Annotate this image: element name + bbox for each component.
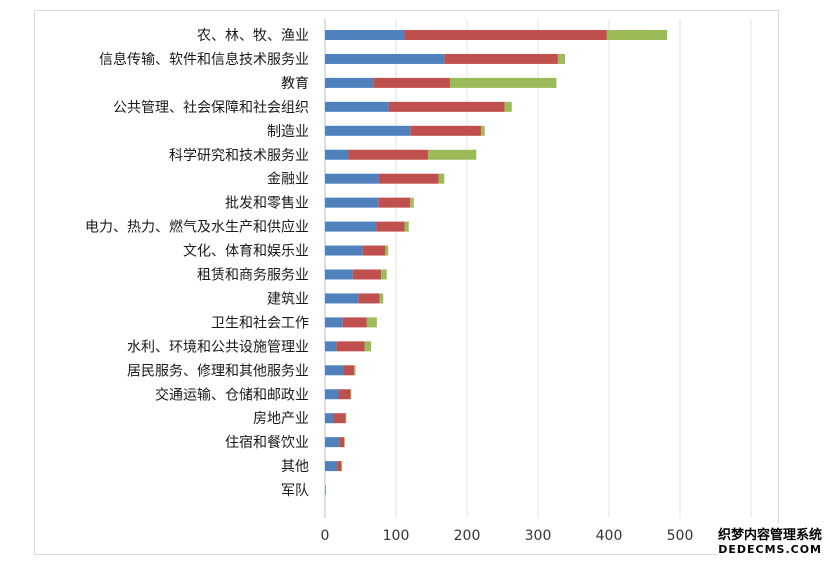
bar-layer [325, 30, 668, 496]
category-label: 居民服务、修理和其他服务业 [127, 363, 309, 379]
x-tick-label: 300 [525, 528, 552, 544]
category-label: 农、林、牧、渔业 [197, 28, 309, 44]
bar-series-3 [354, 365, 356, 376]
x-tick-label: 0 [321, 528, 330, 544]
bar-series-2 [343, 365, 355, 376]
bar-series-2 [342, 317, 367, 328]
bar-series-2 [444, 53, 558, 64]
bar-series-2 [358, 293, 380, 304]
bar-series-3 [449, 77, 557, 88]
bar-series-1 [325, 269, 353, 280]
category-label: 卫生和社会工作 [211, 315, 309, 331]
bar-series-3 [345, 413, 347, 424]
bar-series-1 [325, 365, 344, 376]
grid-layer [324, 19, 752, 518]
bar-series-1 [325, 77, 374, 88]
bar-series-3 [504, 101, 512, 112]
bar-series-1 [325, 317, 343, 328]
bar-series-3 [341, 461, 343, 472]
bar-series-1 [325, 293, 359, 304]
bar-series-2 [410, 125, 482, 136]
chart-svg: 农、林、牧、渔业信息传输、软件和信息技术服务业教育公共管理、社会保障和社会组织制… [85, 19, 765, 544]
bar-series-3 [557, 53, 565, 64]
watermark-line1: 织梦内容管理系统 [715, 524, 824, 543]
category-label: 交通运输、仓储和邮政业 [155, 386, 309, 403]
x-tick-label: 200 [454, 528, 481, 544]
category-label: 制造业 [267, 124, 309, 140]
bar-series-3 [404, 221, 409, 232]
x-tick-label: 100 [383, 528, 410, 544]
watermark-line2: DEDECMS.COM [715, 543, 824, 556]
bar-series-1 [325, 53, 445, 64]
bar-series-2 [378, 197, 411, 208]
bar-series-1 [325, 413, 334, 424]
bar-series-1 [325, 245, 363, 256]
bar-series-3 [364, 341, 372, 352]
x-tick-label: 400 [596, 528, 623, 544]
bar-series-1 [325, 173, 379, 184]
bar-series-3 [344, 437, 345, 448]
bar-series-2 [373, 77, 450, 88]
bar-series-1 [325, 197, 379, 208]
bar-series-3 [606, 30, 668, 40]
bar-series-2 [337, 461, 342, 472]
bar-series-2 [336, 341, 365, 352]
category-label: 批发和零售业 [225, 196, 309, 212]
bar-series-3 [410, 197, 414, 208]
bar-series-3 [381, 269, 387, 280]
bar-series-1 [325, 461, 338, 472]
bar-series-2 [404, 30, 607, 40]
bar-series-1 [325, 125, 411, 136]
category-labels: 农、林、牧、渔业信息传输、软件和信息技术服务业教育公共管理、社会保障和社会组织制… [85, 28, 309, 499]
chart-frame: 农、林、牧、渔业信息传输、软件和信息技术服务业教育公共管理、社会保障和社会组织制… [34, 10, 779, 555]
category-label: 科学研究和技术服务业 [169, 148, 309, 164]
bar-series-1 [325, 149, 349, 160]
category-label: 教育 [281, 76, 309, 92]
tick-labels: 0100200300400500600 [321, 528, 765, 544]
category-label: 文化、体育和娱乐业 [183, 244, 309, 260]
bar-series-3 [427, 149, 477, 160]
category-label: 公共管理、社会保障和社会组织 [113, 100, 309, 116]
bar-series-2 [376, 221, 405, 232]
bar-series-1 [325, 221, 377, 232]
bar-series-1 [325, 389, 339, 400]
bar-series-2 [352, 269, 382, 280]
bar-series-2 [333, 413, 346, 424]
bar-series-3 [385, 245, 389, 256]
bar-series-2 [338, 389, 351, 400]
watermark: 织梦内容管理系统 DEDECMS.COM [715, 524, 824, 556]
bar-series-2 [388, 101, 505, 112]
bar-series-2 [362, 245, 386, 256]
bar-series-3 [366, 317, 377, 328]
category-label: 水利、环境和公共设施管理业 [127, 339, 309, 355]
bar-series-1 [325, 485, 326, 496]
category-label: 租赁和商务服务业 [197, 268, 309, 284]
bar-series-1 [325, 30, 405, 40]
bar-series-3 [481, 125, 485, 136]
bar-series-3 [379, 293, 384, 304]
bar-series-1 [325, 437, 340, 448]
category-label: 建筑业 [267, 291, 309, 307]
bar-series-3 [350, 389, 352, 400]
bar-series-2 [378, 173, 439, 184]
bar-series-2 [339, 437, 345, 448]
category-label: 金融业 [267, 172, 309, 188]
category-label: 信息传输、软件和信息技术服务业 [99, 51, 309, 68]
bar-series-1 [325, 101, 389, 112]
bar-series-2 [348, 149, 428, 160]
bar-series-1 [325, 341, 337, 352]
bar-series-3 [438, 173, 445, 184]
category-label: 其他 [281, 459, 309, 475]
category-label: 军队 [281, 483, 309, 499]
category-label: 房地产业 [253, 411, 309, 427]
x-tick-label: 500 [667, 528, 694, 544]
category-label: 住宿和餐饮业 [225, 434, 309, 451]
category-label: 电力、热力、燃气及水生产和供应业 [85, 219, 309, 236]
